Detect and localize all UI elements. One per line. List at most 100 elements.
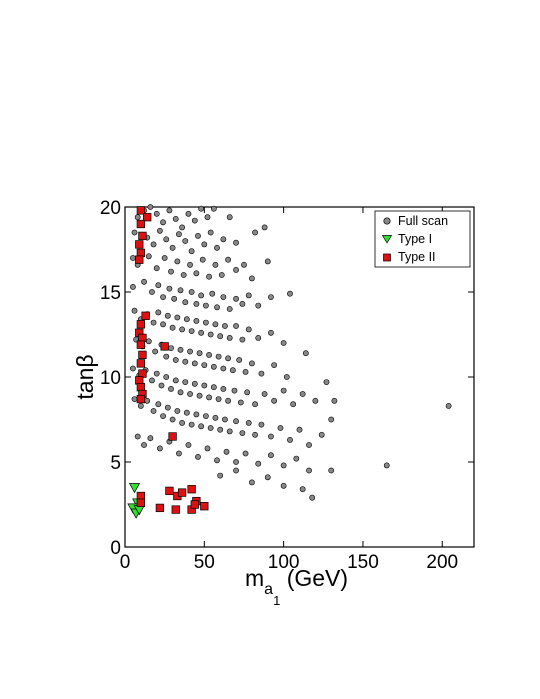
data-point bbox=[169, 416, 176, 423]
data-point bbox=[290, 401, 297, 408]
data-point bbox=[153, 210, 160, 217]
data-point bbox=[233, 239, 239, 246]
data-point bbox=[163, 353, 170, 360]
data-point bbox=[164, 404, 171, 411]
data-point bbox=[182, 299, 189, 306]
data-point bbox=[155, 309, 162, 316]
data-point bbox=[149, 377, 155, 384]
data-point bbox=[233, 295, 239, 302]
data-point bbox=[172, 377, 179, 384]
data-point bbox=[153, 370, 160, 377]
data-point bbox=[214, 457, 220, 464]
data-point bbox=[191, 360, 198, 367]
data-point bbox=[195, 232, 201, 239]
data-point bbox=[296, 426, 303, 433]
data-point bbox=[283, 374, 290, 380]
data-point bbox=[185, 210, 192, 217]
data-point bbox=[204, 214, 211, 221]
data-point bbox=[233, 459, 239, 465]
data-point bbox=[131, 396, 138, 402]
data-point bbox=[150, 319, 157, 326]
data-point bbox=[261, 224, 268, 231]
data-point bbox=[271, 397, 278, 404]
data-point bbox=[150, 408, 157, 414]
x-axis-title-subsub: 1 bbox=[273, 593, 280, 608]
y-axis-title: tanβ bbox=[72, 354, 98, 399]
data-point bbox=[130, 283, 136, 290]
data-point bbox=[135, 240, 144, 249]
data-point bbox=[255, 334, 262, 341]
data-point bbox=[165, 486, 174, 496]
data-point bbox=[331, 397, 338, 404]
data-point bbox=[130, 365, 136, 372]
data-point bbox=[187, 261, 193, 268]
data-point bbox=[242, 368, 249, 375]
data-point bbox=[177, 287, 184, 294]
data-point bbox=[306, 467, 312, 474]
data-point bbox=[183, 316, 190, 323]
data-point bbox=[174, 314, 181, 321]
data-point bbox=[231, 387, 238, 394]
data-point bbox=[207, 331, 214, 338]
y-tick-label: 20 bbox=[100, 198, 121, 219]
data-point bbox=[233, 418, 239, 425]
data-point bbox=[201, 241, 208, 248]
data-point bbox=[198, 292, 205, 299]
data-point bbox=[166, 207, 173, 214]
data-point bbox=[229, 367, 236, 374]
data-point bbox=[218, 272, 225, 278]
data-point bbox=[195, 453, 201, 460]
data-point bbox=[217, 472, 224, 479]
data-point bbox=[280, 462, 287, 469]
x-axis-title: ma1 (GeV) bbox=[245, 565, 348, 608]
data-point bbox=[160, 342, 169, 351]
data-point bbox=[166, 285, 173, 292]
data-point bbox=[220, 236, 227, 243]
data-point bbox=[131, 307, 138, 314]
data-point bbox=[191, 217, 198, 224]
data-point bbox=[258, 370, 265, 377]
data-point bbox=[287, 290, 293, 297]
data-point bbox=[323, 379, 330, 385]
data-point bbox=[306, 442, 312, 448]
data-point bbox=[239, 336, 246, 343]
data-point bbox=[225, 256, 232, 263]
data-point bbox=[312, 397, 319, 404]
data-point bbox=[182, 238, 189, 244]
data-point bbox=[168, 345, 174, 351]
data-point bbox=[209, 290, 216, 297]
data-point bbox=[239, 300, 246, 307]
data-point bbox=[212, 321, 219, 328]
data-point bbox=[193, 300, 200, 307]
data-point bbox=[233, 323, 239, 329]
axis-ticks: 0 50 100 150 200 0 5 10 15 20 bbox=[100, 198, 474, 573]
data-point bbox=[201, 382, 208, 389]
data-point bbox=[277, 425, 284, 431]
data-point bbox=[149, 289, 155, 295]
data-point bbox=[130, 255, 136, 261]
data-point bbox=[328, 467, 335, 474]
data-point bbox=[214, 244, 220, 251]
y-tick-label: 5 bbox=[110, 453, 121, 474]
y-tick-label: 10 bbox=[100, 368, 121, 389]
data-point bbox=[220, 294, 227, 300]
data-point bbox=[196, 392, 203, 399]
data-point bbox=[177, 488, 187, 497]
data-point bbox=[188, 289, 195, 295]
data-point bbox=[193, 317, 200, 324]
data-point bbox=[163, 236, 170, 243]
y-tick-label: 15 bbox=[100, 283, 121, 304]
x-tick-label: 50 bbox=[194, 552, 215, 573]
data-point bbox=[268, 433, 274, 440]
data-point bbox=[226, 428, 233, 435]
data-point bbox=[214, 304, 220, 311]
data-point bbox=[271, 362, 278, 368]
data-point bbox=[160, 321, 166, 328]
data-point bbox=[268, 452, 274, 459]
data-point bbox=[163, 374, 170, 380]
data-point bbox=[225, 355, 232, 362]
data-point bbox=[233, 266, 239, 273]
data-point bbox=[177, 346, 184, 353]
data-point bbox=[280, 387, 287, 394]
legend-marker-type-i bbox=[381, 235, 393, 244]
